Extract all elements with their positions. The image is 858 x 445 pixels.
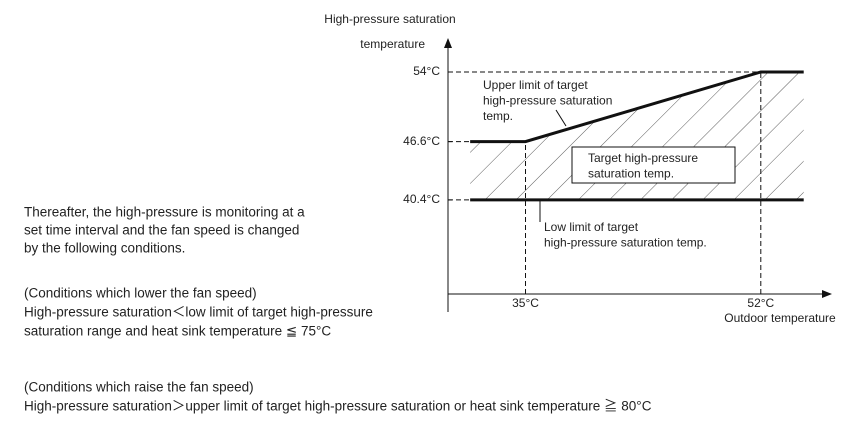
paragraph-line: Thereafter, the high-pressure is monitor…	[24, 205, 305, 220]
paragraph-line: High-pressure saturation＞upper limit of …	[24, 399, 652, 414]
annotation: Upper limit of target	[483, 78, 588, 92]
y-tick-label: 54°C	[413, 64, 440, 78]
annotation: saturation temp.	[588, 167, 674, 181]
paragraph-line: (Conditions which raise the fan speed)	[24, 380, 254, 395]
x-arrow	[822, 290, 832, 298]
x-tick-label: 35°C	[512, 296, 539, 310]
annotation: Target high-pressure	[588, 151, 698, 165]
paragraph-line: set time interval and the fan speed is c…	[24, 223, 299, 238]
paragraph-line: High-pressure saturation＜low limit of ta…	[24, 305, 373, 320]
x-axis-label: Outdoor temperature	[724, 311, 836, 325]
paragraph-line: saturation range and heat sink temperatu…	[24, 324, 331, 339]
annotation: high-pressure saturation	[483, 94, 612, 108]
annotation: temp.	[483, 109, 513, 123]
paragraph-line: (Conditions which lower the fan speed)	[24, 286, 257, 301]
paragraph-line: by the following conditions.	[24, 241, 185, 256]
series-line	[470, 70, 804, 144]
y-axis-label: High-pressure saturation	[324, 12, 455, 26]
x-tick-label: 52°C	[747, 296, 774, 310]
y-tick-label: 40.4°C	[403, 192, 440, 206]
annotation: Low limit of target	[544, 220, 639, 234]
y-axis-label: temperature	[360, 37, 425, 51]
annotation-box	[571, 146, 736, 184]
y-tick-label: 46.6°C	[403, 134, 440, 148]
leader	[555, 109, 567, 127]
annotation: high-pressure saturation temp.	[544, 236, 707, 250]
y-arrow	[444, 38, 452, 48]
